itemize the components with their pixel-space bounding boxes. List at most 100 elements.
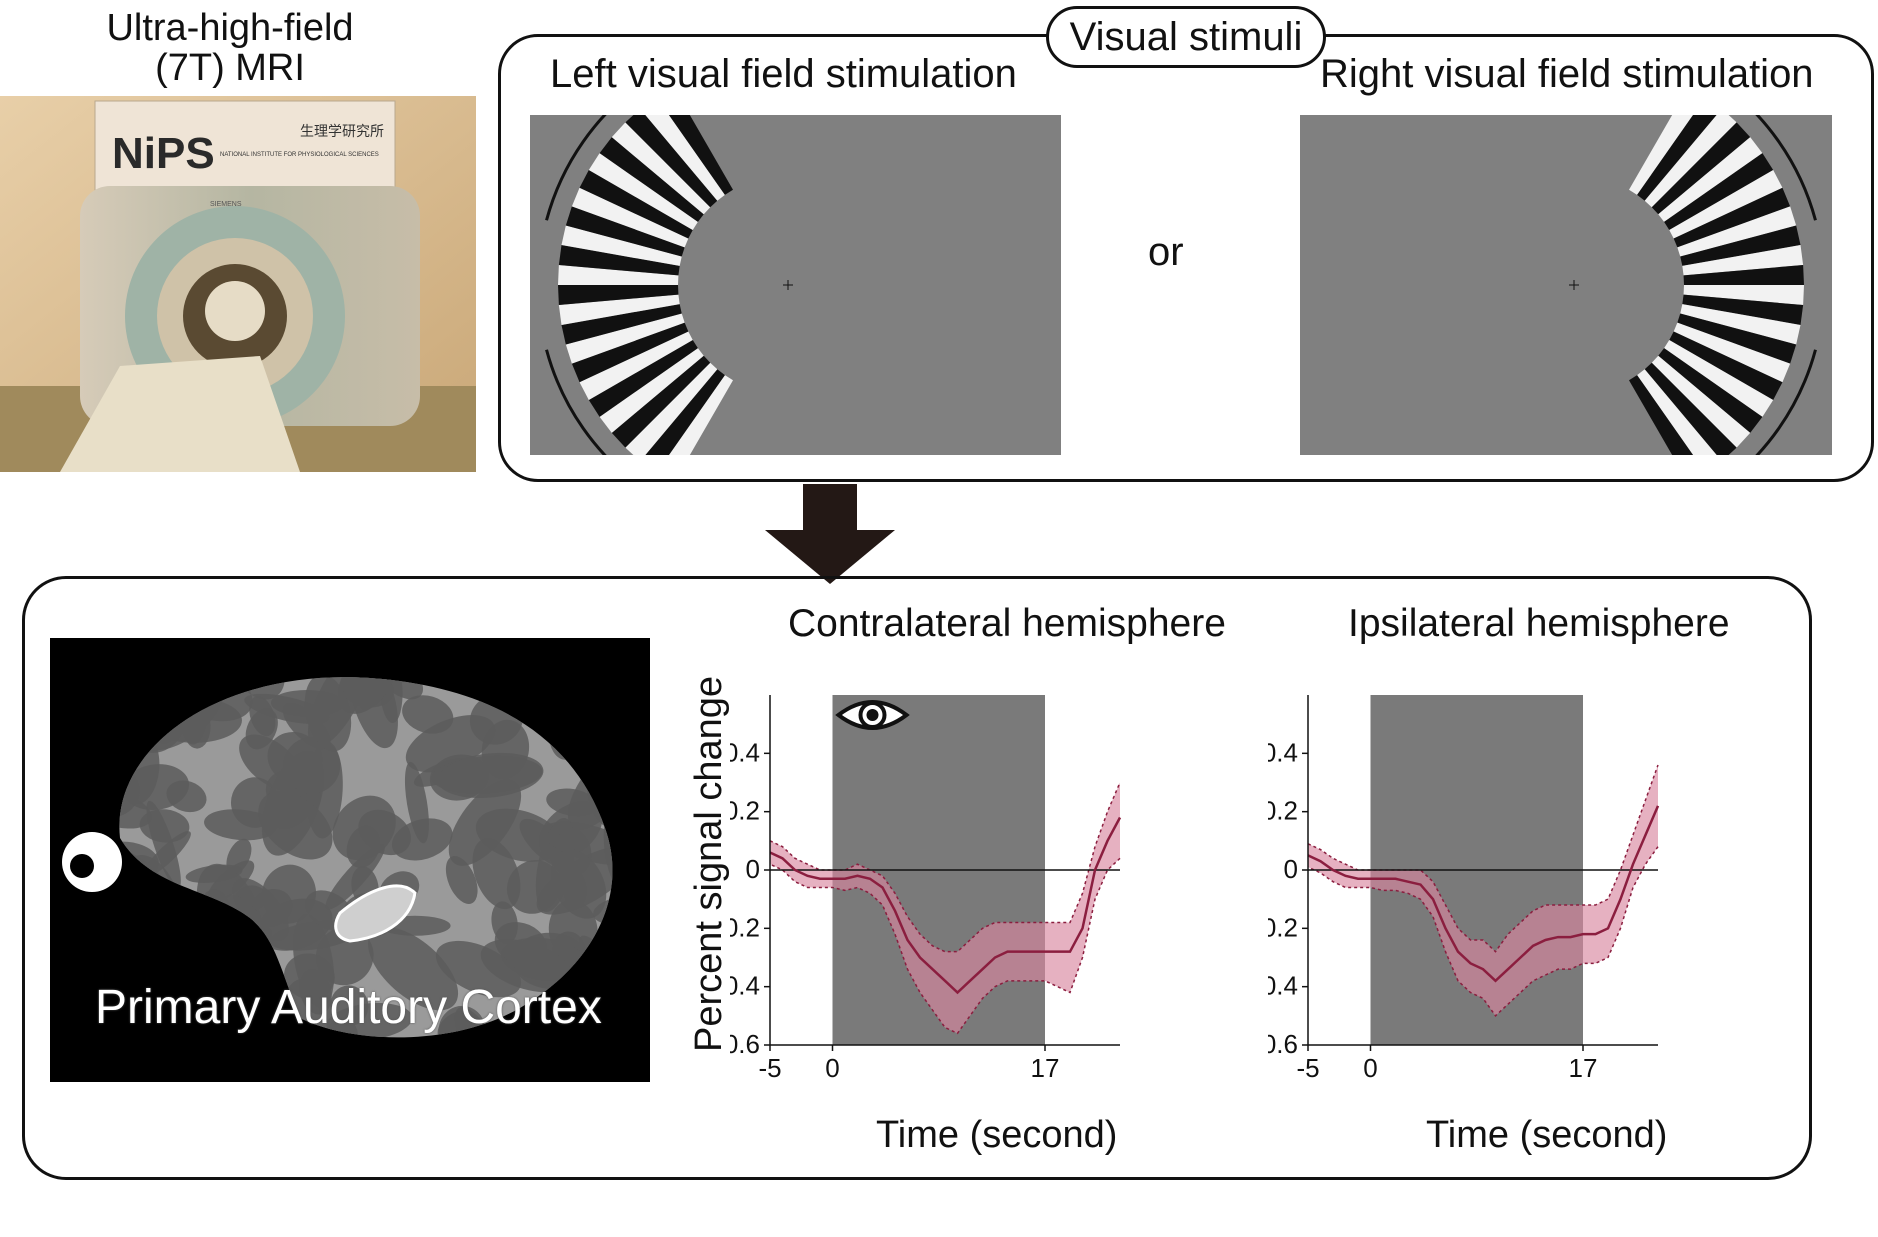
y-tick-label: 0.2 <box>1268 796 1298 826</box>
chart-title-ipsilateral: Ipsilateral hemisphere <box>1348 602 1730 645</box>
error-band-upper <box>1307 764 1659 953</box>
wedge-segment <box>558 245 680 276</box>
rotation-arrow-icon <box>1755 115 1817 221</box>
wedge-segment <box>561 225 682 266</box>
x-axis-label-ipsilateral: Time (second) <box>1426 1114 1668 1156</box>
right-visual-field-stimulus <box>1300 115 1832 455</box>
wedge-segment <box>1683 285 1804 306</box>
mri-title-line1: Ultra-high-field <box>106 7 354 49</box>
x-tick-label: 17 <box>1031 1053 1060 1083</box>
x-tick-label: 17 <box>1569 1053 1598 1083</box>
wedge-segment <box>558 285 679 306</box>
wedge-segment <box>599 348 704 433</box>
wedge-segment <box>1680 225 1801 266</box>
mri-scanner-photo: NiPS 生理学研究所 NATIONAL INSTITUTE FOR PHYSI… <box>0 96 476 472</box>
inflated-brain-image <box>50 638 650 1082</box>
down-arrow-icon <box>765 484 895 584</box>
wedge-segment <box>599 137 704 222</box>
wedge-segment <box>1673 322 1791 383</box>
primary-auditory-cortex-label: Primary Auditory Cortex <box>95 981 602 1034</box>
wedge-segment <box>645 115 725 201</box>
y-tick-label: -0.6 <box>1268 1029 1298 1059</box>
y-tick-label: 0 <box>746 854 760 884</box>
wedge-segment <box>625 362 718 455</box>
wedge-segment <box>1680 304 1801 345</box>
wedge-segment <box>579 331 693 400</box>
wedge-segment <box>625 115 718 208</box>
wedge-segment <box>668 375 733 455</box>
chart-ipsilateral: -0.6 -0.4 -0.2 0 0.2 0.4 -5 0 17 <box>1268 695 1660 1083</box>
wedge-segment <box>1629 115 1694 195</box>
wedge-segment <box>1673 187 1791 248</box>
chart-title-contralateral: Contralateral hemisphere <box>788 602 1226 645</box>
wedge-segment <box>561 304 682 345</box>
wedge-segment <box>1637 369 1717 455</box>
x-tick-label: 0 <box>1363 1053 1377 1083</box>
mean-signal-line <box>769 816 1122 995</box>
wedge-segment <box>645 369 725 455</box>
wedge-segment <box>1644 362 1737 455</box>
wedge-segment <box>1669 331 1783 400</box>
wedge-segment <box>1682 294 1804 325</box>
x-tick-label: -5 <box>1296 1053 1319 1083</box>
eye-icon <box>835 700 910 730</box>
wedge-segment <box>1664 340 1774 417</box>
x-tick-label: -5 <box>758 1053 781 1083</box>
error-band <box>1308 765 1658 1016</box>
mri-title-line2: (7T) MRI <box>155 47 305 89</box>
x-axis-label-contralateral: Time (second) <box>876 1114 1118 1156</box>
left-visual-field-stimulus <box>530 115 1061 455</box>
wedge-segment <box>1629 375 1694 455</box>
y-tick-label: -0.4 <box>1268 971 1298 1001</box>
y-tick-label: 0.2 <box>730 796 760 826</box>
wedge-segment <box>571 322 689 383</box>
banner-sub-en: NATIONAL INSTITUTE FOR PHYSIOLOGICAL SCI… <box>220 152 379 158</box>
banner-sub-jp: 生理学研究所 <box>300 124 384 140</box>
or-text: or <box>1148 230 1184 274</box>
mean-signal-line <box>1307 805 1660 983</box>
wedge-segment <box>558 294 680 325</box>
wedge-segment <box>1669 170 1783 239</box>
wedge-segment <box>1644 115 1737 208</box>
wedge-segment <box>668 115 733 195</box>
rotation-arrow-icon <box>545 115 607 221</box>
wedge-segment <box>1682 245 1804 276</box>
wedge-segment <box>1658 348 1763 433</box>
rotation-arrow-icon <box>545 349 607 455</box>
left-stim-label: Left visual field stimulation <box>550 52 1017 96</box>
wedge-segment <box>558 264 679 285</box>
right-stim-label: Right visual field stimulation <box>1320 52 1814 96</box>
wedge-segment <box>588 153 698 230</box>
scanner-brand: SIEMENS <box>210 201 242 208</box>
wedge-segment <box>1651 122 1751 215</box>
wedge-segment <box>1651 355 1751 448</box>
wedge-segment <box>1664 153 1774 230</box>
y-axis-label: Percent signal change <box>688 675 730 1052</box>
visual-stimuli-title: Visual stimuli <box>1046 6 1326 68</box>
rotation-arrow-icon <box>1755 349 1817 455</box>
y-tick-label: 0.4 <box>1268 737 1298 767</box>
auditory-cortex-region <box>334 884 417 943</box>
wedge-segment <box>571 187 689 248</box>
error-band <box>770 782 1120 1034</box>
wedge-segment <box>565 313 685 364</box>
wedge-segment <box>1637 115 1717 201</box>
wedge-segment <box>1677 313 1797 364</box>
results-box <box>22 576 1812 1180</box>
wedge-segment <box>611 122 711 215</box>
mri-title: Ultra-high-field (7T) MRI <box>60 8 400 88</box>
wedge-segment <box>588 340 698 417</box>
error-band-lower <box>1307 846 1659 1017</box>
wedge-segment <box>565 206 685 257</box>
banner-logo: NiPS <box>112 129 215 178</box>
y-tick-label: -0.6 <box>730 1029 760 1059</box>
y-tick-label: 0.4 <box>730 737 760 767</box>
wedge-segment <box>1677 206 1797 257</box>
wedge-segment <box>1658 137 1763 222</box>
y-tick-label: -0.4 <box>730 971 760 1001</box>
wedge-segment <box>579 170 693 239</box>
wedge-segment <box>1683 264 1804 285</box>
x-tick-label: 0 <box>825 1053 839 1083</box>
y-tick-label: 0 <box>1284 854 1298 884</box>
wedge-segment <box>611 355 711 448</box>
